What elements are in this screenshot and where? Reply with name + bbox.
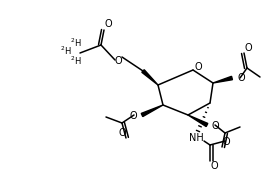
Text: O: O	[237, 73, 245, 83]
Text: NH: NH	[189, 133, 203, 143]
Text: O: O	[194, 62, 202, 72]
Text: O: O	[129, 111, 137, 121]
Text: O: O	[212, 121, 220, 131]
Polygon shape	[188, 115, 208, 127]
Text: O: O	[244, 43, 252, 53]
Polygon shape	[213, 76, 233, 83]
Text: O: O	[114, 56, 122, 66]
Text: O: O	[118, 128, 126, 138]
Text: O: O	[210, 161, 218, 171]
Polygon shape	[142, 70, 158, 85]
Text: O: O	[222, 137, 230, 147]
Polygon shape	[141, 105, 163, 117]
Text: O: O	[104, 19, 112, 29]
Text: $^{2}$H: $^{2}$H	[70, 55, 82, 67]
Text: $^{2}$H: $^{2}$H	[60, 45, 72, 57]
Text: $^{2}$H: $^{2}$H	[70, 37, 82, 49]
